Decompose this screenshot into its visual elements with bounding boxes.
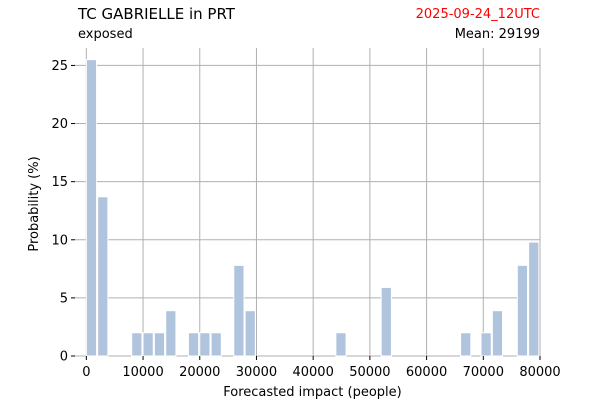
x-tick-label: 0 [82, 365, 90, 380]
x-tick-label: 80000 [519, 365, 560, 380]
forecast-date: 2025-09-24_12UTC [415, 7, 540, 22]
y-tick-label: 10 [51, 233, 68, 248]
histogram-bar [142, 332, 154, 357]
y-tick-label: 0 [60, 350, 68, 365]
x-tick-label: 40000 [292, 365, 333, 380]
x-tick-label: 10000 [122, 365, 163, 380]
histogram-bar [210, 332, 222, 357]
x-tick-label: 60000 [406, 365, 447, 380]
histogram-bar [233, 264, 245, 357]
grid-lines [75, 48, 541, 357]
x-tick-label: 30000 [236, 365, 277, 380]
x-tick-label: 70000 [463, 365, 504, 380]
histogram-bar [165, 310, 177, 357]
histogram-bar [131, 332, 143, 357]
x-tick-label: 20000 [179, 365, 220, 380]
histogram-bar [480, 332, 492, 357]
axes: 0 5 10 15 20 25 0 10000 20000 30000 40000 50000 6000… [51, 59, 560, 380]
histogram-bar [380, 286, 392, 357]
mean-label: Mean: 29199 [454, 27, 540, 42]
histogram-bar [153, 332, 166, 357]
chart-subtitle: exposed [78, 27, 133, 42]
histogram-bar [244, 310, 256, 357]
histogram-bar [516, 264, 529, 357]
histogram-bar [491, 310, 504, 357]
histogram-bar [199, 332, 211, 357]
y-tick-label: 5 [60, 291, 68, 306]
y-tick-label: 15 [51, 175, 68, 190]
y-tick-label: 20 [51, 117, 68, 132]
histogram-bar [97, 196, 109, 357]
chart-title: TC GABRIELLE in PRT [78, 5, 235, 23]
y-axis-label: Probability (%) [27, 156, 42, 251]
bars [85, 59, 540, 357]
y-tick-label: 25 [51, 59, 68, 74]
x-tick-label: 50000 [349, 365, 390, 380]
x-axis-label: Forecasted impact (people) [223, 385, 401, 400]
histogram-bar [528, 241, 540, 357]
histogram-bar [460, 332, 472, 357]
histogram-bar [85, 59, 98, 357]
histogram-bar [335, 332, 347, 357]
histogram-bar [187, 332, 200, 357]
